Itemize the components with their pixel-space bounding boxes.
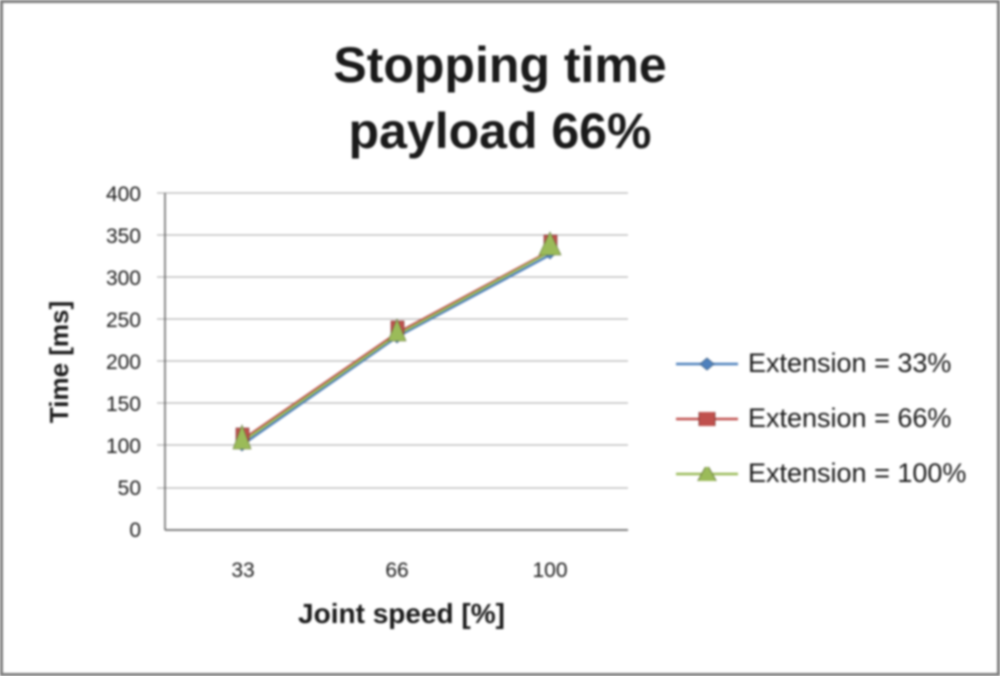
svg-text:66: 66	[385, 559, 408, 582]
svg-text:100: 100	[532, 559, 567, 582]
svg-text:150: 150	[106, 393, 141, 416]
svg-text:0: 0	[129, 519, 141, 542]
svg-text:33: 33	[231, 559, 254, 582]
svg-text:100: 100	[106, 435, 141, 458]
svg-text:300: 300	[106, 267, 141, 290]
svg-text:50: 50	[118, 477, 141, 500]
svg-text:200: 200	[106, 351, 141, 374]
svg-text:250: 250	[106, 309, 141, 332]
svg-text:400: 400	[106, 183, 141, 206]
svg-text:350: 350	[106, 225, 141, 248]
